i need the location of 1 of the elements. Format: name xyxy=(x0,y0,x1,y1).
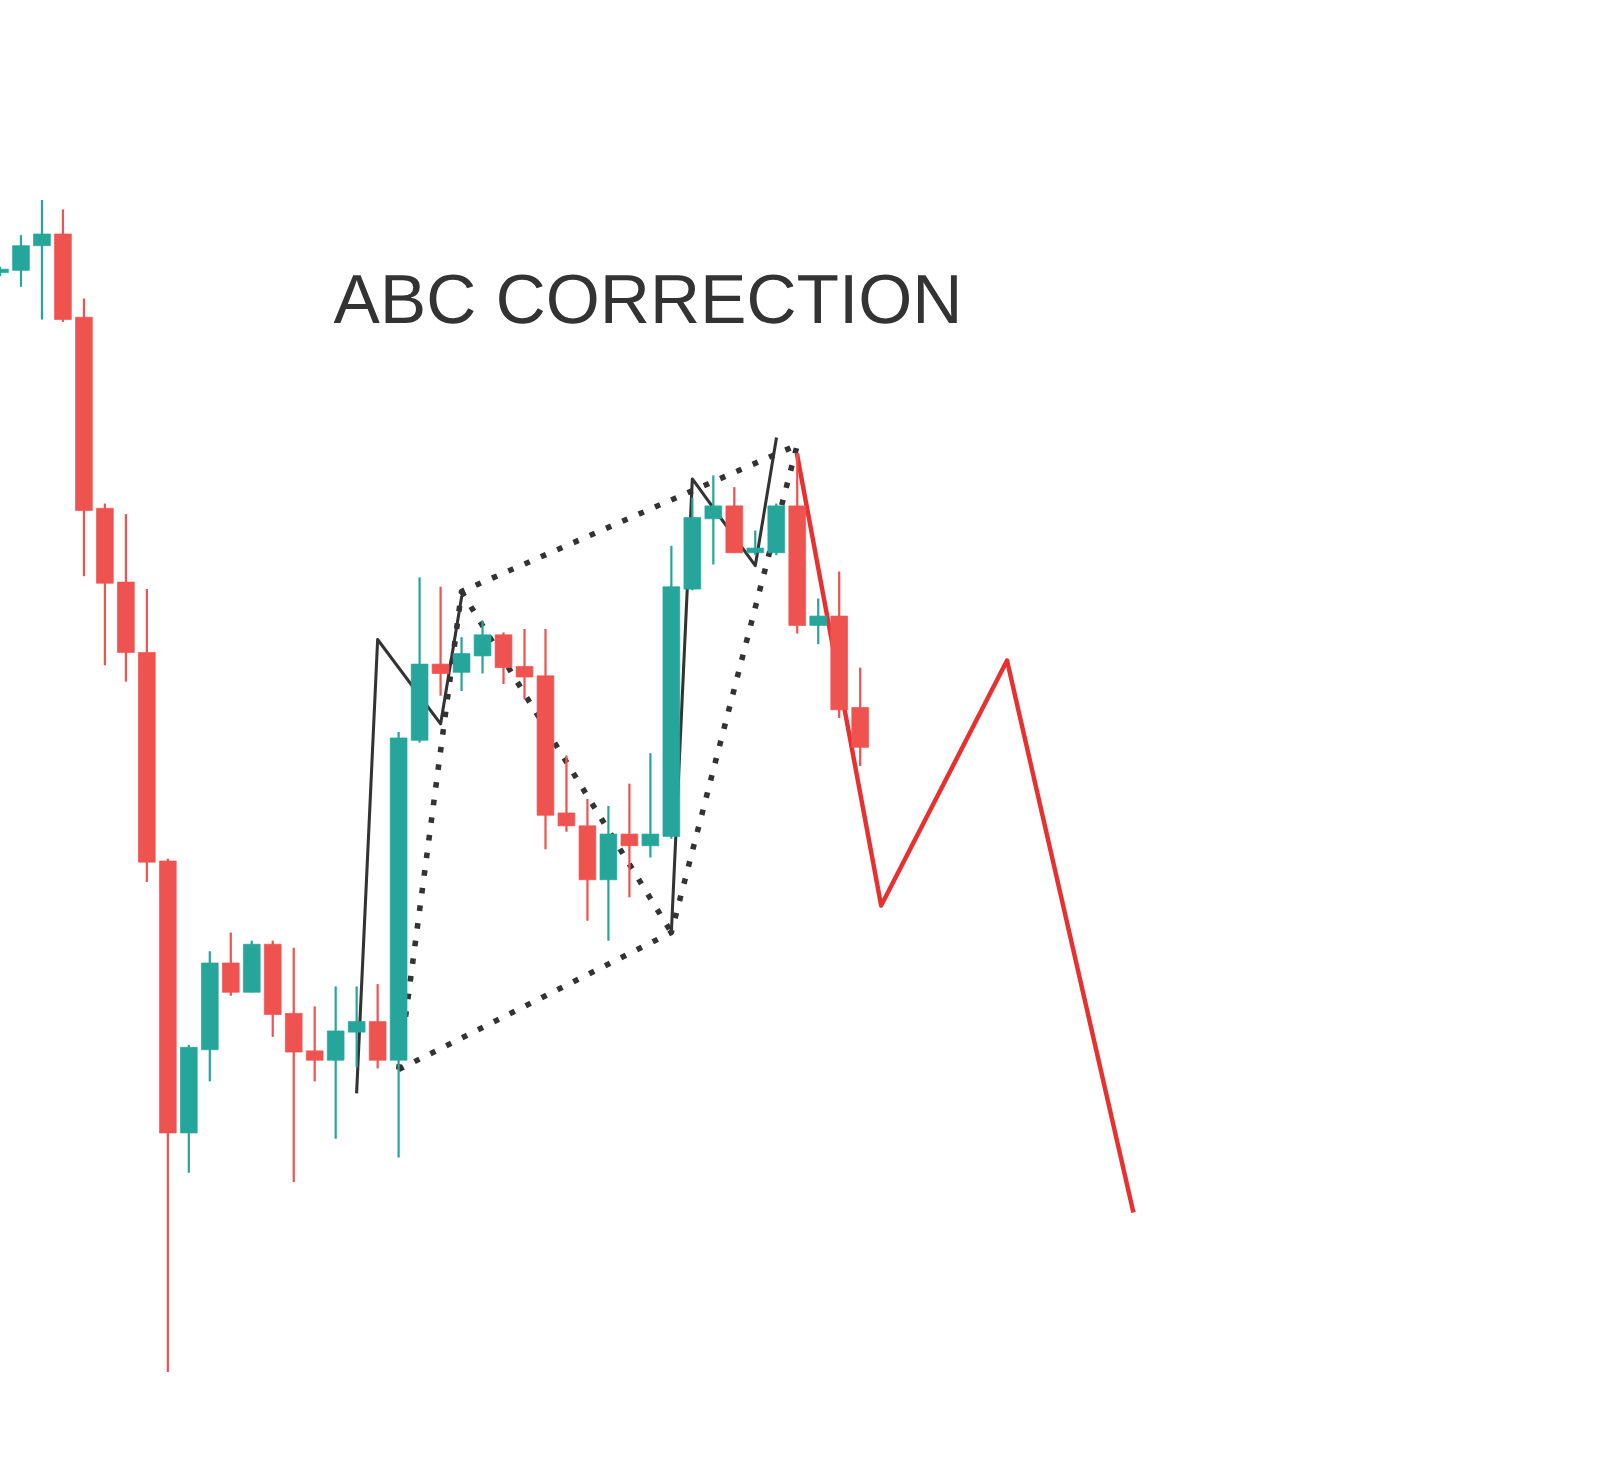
annotation: ABC CORRECTION xyxy=(333,274,957,324)
